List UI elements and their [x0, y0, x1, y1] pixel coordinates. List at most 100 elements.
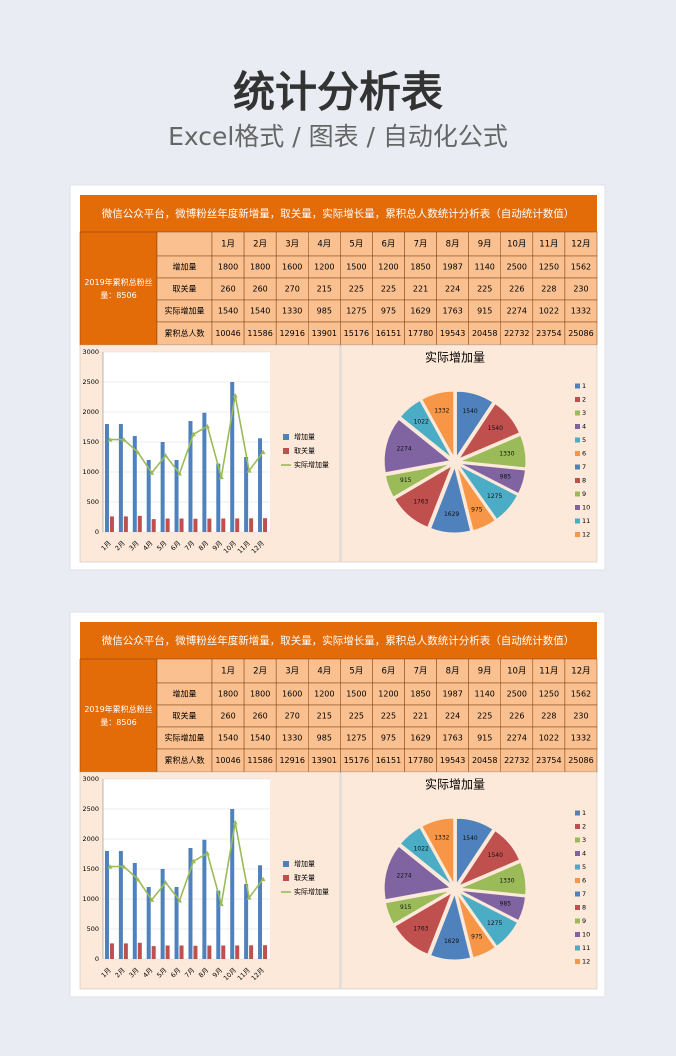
line-marker [246, 895, 252, 900]
column-header: 7月 [414, 240, 428, 250]
cell-value: 1800 [250, 690, 270, 699]
page-title: 统计分析表 [233, 68, 443, 117]
cell-value: 221 [413, 712, 428, 721]
cell-value: 1022 [539, 734, 559, 743]
legend-label: 5 [582, 863, 586, 871]
line-marker [218, 901, 224, 907]
cell-value: 260 [220, 712, 235, 721]
cell-value: 19543 [440, 329, 465, 338]
pie-label: 1629 [444, 511, 459, 518]
line-marker [218, 474, 224, 480]
line-marker [260, 449, 266, 455]
y-tick-label: 1000 [82, 895, 99, 903]
table-title-bar [80, 195, 597, 232]
bar [235, 518, 240, 532]
cell-value: 270 [285, 712, 300, 721]
legend-label: 7 [582, 890, 586, 898]
column-header: 9月 [478, 240, 492, 250]
legend-label: 取关量 [294, 873, 315, 882]
legend-label: 11 [582, 944, 590, 952]
bar [160, 442, 165, 532]
cell-value: 10046 [215, 756, 240, 765]
pie-slice [429, 465, 472, 534]
pie-slice [384, 463, 451, 498]
legend-label: 增加量 [294, 859, 315, 868]
header-cell [275, 658, 309, 684]
row-label: 取关量 [173, 284, 197, 294]
cell-value: 15176 [344, 329, 369, 338]
pie-slice [455, 817, 494, 886]
legend-label: 6 [582, 877, 586, 885]
bar [221, 518, 226, 532]
pie-slice [383, 418, 452, 474]
legend-swatch [575, 424, 580, 429]
bar [146, 887, 151, 959]
pie-label: 1763 [413, 498, 428, 505]
pie-label: 1332 [434, 408, 449, 415]
y-tick-label: 2500 [82, 378, 99, 386]
bar [202, 839, 207, 959]
legend-label: 取关量 [294, 446, 315, 455]
pie-slice [421, 817, 455, 885]
pie-slice [399, 826, 453, 886]
legend-swatch [575, 959, 580, 964]
pie-label: 1540 [488, 852, 503, 859]
pie-slice [394, 891, 453, 955]
line-marker [177, 471, 183, 476]
header-cell [564, 231, 598, 257]
bar [244, 457, 249, 532]
line-marker [232, 820, 238, 825]
bar [104, 851, 109, 959]
cell-value: 1850 [410, 690, 430, 699]
legend-label: 9 [582, 490, 586, 498]
pie-label: 1022 [414, 845, 429, 852]
bar [137, 942, 142, 959]
pie-title: 实际增加量 [425, 777, 485, 792]
cell-value: 1330 [282, 307, 302, 316]
cell-value: 1763 [442, 307, 462, 316]
header-cell [211, 658, 245, 684]
pie-label: 975 [471, 506, 483, 513]
cell-value: 1022 [539, 307, 559, 316]
cell-value: 17780 [408, 756, 433, 765]
cell-value: 12916 [279, 329, 304, 338]
header-cell [436, 658, 469, 684]
legend-swatch [283, 434, 289, 440]
legend-label: 4 [582, 850, 586, 858]
legend-swatch [575, 905, 580, 910]
line-marker [204, 423, 210, 429]
cell-value: 1200 [378, 263, 398, 272]
bar [179, 518, 184, 532]
summary-box: 2019年累积总粉丝量：8506 [84, 278, 152, 300]
line-marker [149, 897, 155, 902]
y-tick-label: 500 [87, 498, 99, 506]
legend-label: 3 [582, 409, 586, 417]
cell-value: 10046 [215, 329, 240, 338]
row-label: 实际增加量 [165, 733, 205, 743]
cell-value: 1540 [218, 307, 238, 316]
legend-swatch [283, 448, 289, 454]
bar [258, 865, 263, 959]
pie-slice [429, 892, 472, 961]
bar [258, 438, 263, 532]
legend-label: 6 [582, 450, 586, 458]
cell-value: 225 [381, 712, 396, 721]
cell-value: 260 [252, 285, 267, 294]
pie-label: 915 [400, 477, 412, 484]
bar [109, 516, 114, 532]
legend-swatch [575, 945, 580, 951]
cell-value: 1800 [218, 690, 238, 699]
line-marker [135, 876, 141, 882]
cell-value: 1850 [410, 263, 430, 272]
bar [263, 518, 268, 532]
column-header: 3月 [285, 667, 299, 677]
pie-title: 实际增加量 [425, 350, 485, 365]
cell-value: 15176 [344, 756, 369, 765]
bar [207, 945, 212, 959]
cell-value: 975 [381, 734, 396, 743]
cell-value: 16151 [376, 756, 401, 765]
pie-slice [457, 403, 521, 460]
legend-label: 12 [582, 531, 590, 539]
legend-label: 12 [582, 958, 590, 966]
